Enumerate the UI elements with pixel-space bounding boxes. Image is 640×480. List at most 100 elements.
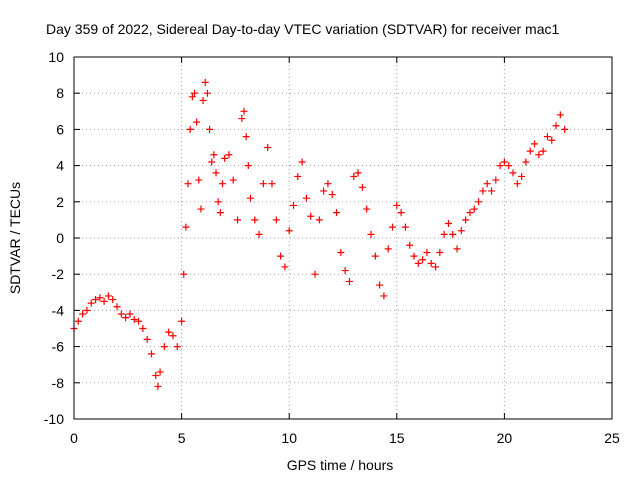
- data-point: [214, 198, 222, 206]
- data-point: [169, 332, 177, 340]
- data-point: [388, 223, 396, 231]
- data-point: [182, 223, 190, 231]
- data-point: [354, 169, 362, 177]
- data-point: [470, 205, 478, 213]
- x-tick-label: 5: [178, 430, 186, 446]
- data-point: [380, 292, 388, 300]
- data-point: [315, 216, 323, 224]
- data-point: [201, 78, 209, 86]
- ticks-layer: 0 5 10 15 20 25 -10 -8 -6 -4 -2 0 2 4 6 8 10: [44, 49, 620, 446]
- data-point: [74, 317, 82, 325]
- data-point: [135, 317, 143, 325]
- data-point: [363, 205, 371, 213]
- data-point: [298, 158, 306, 166]
- data-point: [186, 125, 194, 133]
- data-point: [277, 252, 285, 260]
- chart-title: Day 359 of 2022, Sidereal Day-to-day VTE…: [46, 21, 559, 37]
- data-point: [561, 125, 569, 133]
- data-point: [210, 151, 218, 159]
- data-point: [244, 162, 252, 170]
- data-point: [285, 227, 293, 235]
- data-point: [184, 180, 192, 188]
- data-point: [104, 292, 112, 300]
- data-point: [251, 216, 259, 224]
- data-point: [479, 187, 487, 195]
- data-point: [440, 230, 448, 238]
- data-point: [496, 162, 504, 170]
- data-point: [500, 158, 508, 166]
- data-point: [487, 187, 495, 195]
- y-tick-label: -10: [44, 411, 64, 427]
- data-point: [475, 198, 483, 206]
- y-tick-label: -6: [52, 339, 65, 355]
- y-axis-label: SDTVAR / TECUs: [7, 182, 23, 294]
- data-point: [449, 230, 457, 238]
- data-point: [535, 151, 543, 159]
- data-point: [307, 212, 315, 220]
- data-point: [79, 310, 87, 318]
- data-point: [483, 180, 491, 188]
- data-point: [556, 111, 564, 119]
- data-point: [358, 183, 366, 191]
- data-point: [427, 259, 435, 267]
- data-point: [302, 194, 310, 202]
- data-point: [234, 216, 242, 224]
- data-point: [324, 180, 332, 188]
- data-point: [543, 133, 551, 141]
- y-tick-label: 4: [56, 158, 64, 174]
- data-point: [225, 151, 233, 159]
- data-point: [173, 343, 181, 351]
- data-point: [203, 89, 211, 97]
- data-point: [238, 115, 246, 123]
- data-point: [462, 216, 470, 224]
- data-point: [401, 223, 409, 231]
- data-point: [531, 140, 539, 148]
- data-point: [371, 252, 379, 260]
- data-point: [113, 303, 121, 311]
- data-point: [526, 147, 534, 155]
- data-point: [505, 162, 513, 170]
- data-point: [191, 89, 199, 97]
- data-point: [548, 136, 556, 144]
- x-tick-label: 0: [70, 430, 78, 446]
- data-point: [195, 176, 203, 184]
- data-point: [423, 248, 431, 256]
- data-point: [100, 297, 108, 305]
- data-point: [208, 158, 216, 166]
- data-point: [126, 310, 134, 318]
- data-point: [552, 122, 560, 130]
- data-point: [294, 172, 302, 180]
- data-point: [109, 296, 117, 304]
- data-point: [518, 172, 526, 180]
- data-point: [406, 241, 414, 249]
- data-point: [466, 209, 474, 217]
- data-point: [397, 209, 405, 217]
- data-point: [197, 205, 205, 213]
- data-point: [83, 306, 91, 314]
- data-point: [272, 216, 280, 224]
- data-point: [341, 267, 349, 275]
- data-point: [268, 180, 276, 188]
- data-point: [87, 299, 95, 307]
- data-point: [218, 180, 226, 188]
- data-point: [212, 169, 220, 177]
- data-point: [143, 335, 151, 343]
- data-point: [188, 93, 196, 101]
- y-tick-label: -4: [52, 302, 65, 318]
- data-point: [240, 107, 248, 115]
- data-point: [432, 263, 440, 271]
- data-point: [513, 180, 521, 188]
- y-tick-label: 2: [56, 194, 64, 210]
- data-points: [70, 78, 569, 390]
- data-point: [160, 343, 168, 351]
- data-point: [259, 180, 267, 188]
- data-point: [122, 314, 130, 322]
- y-tick-label: 6: [56, 121, 64, 137]
- data-point: [367, 230, 375, 238]
- data-point: [165, 328, 173, 336]
- data-point: [96, 294, 104, 302]
- data-point: [376, 281, 384, 289]
- data-point: [320, 187, 328, 195]
